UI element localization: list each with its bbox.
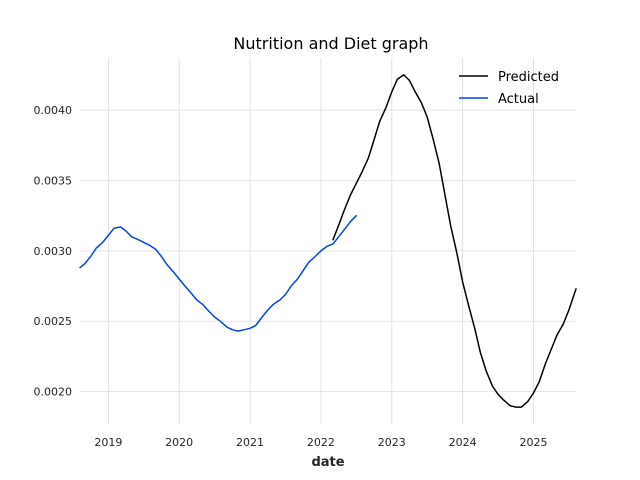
y-axis-ticks: 0.0020 0.0025 0.0030 0.0035 0.0040	[34, 104, 73, 399]
x-axis-ticks: 2019 2020 2021 2022 2023 2024 2025	[94, 436, 547, 449]
series-lines	[79, 74, 577, 408]
x-tick-label: 2024	[449, 436, 477, 449]
series-line-predicted	[332, 74, 577, 408]
grid-lines	[80, 58, 576, 424]
x-tick-label: 2019	[94, 436, 122, 449]
legend-label: Actual	[498, 92, 539, 107]
chart-title: Nutrition and Diet graph	[233, 34, 428, 53]
legend-label: Predicted	[498, 70, 559, 85]
x-tick-label: 2022	[307, 436, 335, 449]
x-tick-label: 2023	[378, 436, 406, 449]
y-tick-label: 0.0020	[34, 386, 73, 399]
x-tick-label: 2021	[236, 436, 264, 449]
x-tick-label: 2025	[519, 436, 547, 449]
x-axis-label: date	[311, 455, 344, 470]
y-tick-label: 0.0030	[34, 245, 73, 258]
y-tick-label: 0.0035	[34, 174, 73, 187]
y-tick-label: 0.0025	[34, 315, 73, 328]
y-tick-label: 0.0040	[34, 104, 73, 117]
x-tick-label: 2020	[165, 436, 193, 449]
series-line-actual	[79, 214, 358, 332]
legend: Predicted Actual	[459, 70, 559, 107]
